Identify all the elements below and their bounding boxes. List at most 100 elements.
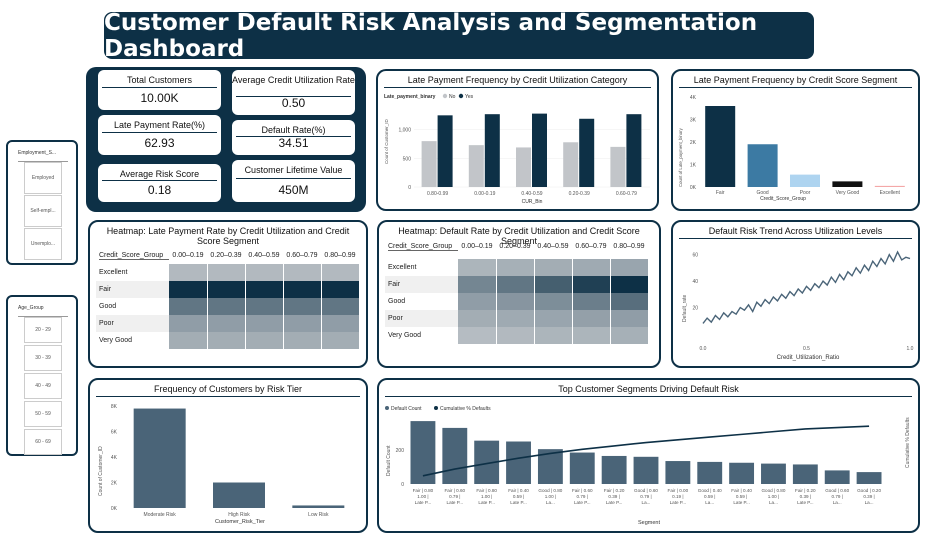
slicer-item-age-30-39[interactable]: 30 - 39 bbox=[24, 345, 62, 371]
x-tick-label-line: Late P... bbox=[574, 500, 591, 505]
heatmap-cell bbox=[610, 310, 649, 327]
x-tick-label: Fair | 0.60 0.79 | Late P... bbox=[444, 488, 465, 505]
slicer-item-unemployed[interactable]: Unemplo... bbox=[24, 228, 62, 260]
slicer-item-age-60-69[interactable]: 60 - 69 bbox=[24, 429, 62, 455]
x-tick-label-line: La... bbox=[705, 500, 714, 505]
default-rate-line bbox=[702, 250, 911, 324]
bar-fair bbox=[705, 106, 736, 187]
bar-no bbox=[563, 142, 579, 187]
x-tick-label-line: Late P... bbox=[447, 500, 464, 505]
chart-title: Late Payment Frequency by Credit Utiliza… bbox=[407, 75, 628, 85]
bar-no bbox=[610, 146, 626, 187]
heatmap-cell bbox=[496, 327, 535, 344]
heatmap-cell bbox=[458, 327, 497, 344]
x-tick-label-line: 1.00 | bbox=[417, 494, 428, 499]
x-tick-label-line: Fair | 0.40 bbox=[731, 488, 752, 493]
y-tick-label: 3K bbox=[690, 118, 697, 124]
y-tick-label: 60 bbox=[692, 253, 698, 259]
heatmap-cell bbox=[610, 259, 649, 276]
heatmap-row: Good bbox=[96, 298, 360, 315]
risk-tier-chart: 0K 2K 4K 6K 8K Count of Customer_ID Moderate R… bbox=[98, 404, 345, 525]
heatmap-cell bbox=[610, 276, 649, 293]
x-tick-label: Good | 0.60 0.79 | La... bbox=[634, 488, 658, 505]
x-tick-label: Poor bbox=[800, 190, 811, 196]
x-tick-label: Fair | 0.00 0.19 | Late P... bbox=[668, 488, 689, 505]
heatmap-cell bbox=[534, 276, 573, 293]
trend-card: Default Risk Trend Across Utilization Le… bbox=[671, 220, 920, 368]
x-tick-label-line: Fair | 0.80 bbox=[413, 488, 434, 493]
heatmap-cell bbox=[458, 310, 497, 327]
y-tick-label: 2K bbox=[111, 481, 118, 487]
kpi-avg-risk-score: Average Risk Score 0.18 bbox=[98, 164, 221, 202]
heatmap-row: Excellent bbox=[385, 259, 649, 276]
legend-label-default-count: Default Count bbox=[391, 406, 422, 412]
kpi-divider bbox=[236, 136, 351, 137]
slicer-item-self-employed[interactable]: Self-empl... bbox=[24, 195, 62, 227]
heatmap-cell bbox=[458, 259, 497, 276]
x-tick-label-line: 0.59 | bbox=[704, 494, 715, 499]
late-by-score-card: Late Payment Frequency by Credit Score S… bbox=[671, 69, 920, 211]
x-tick-label-line: Late P... bbox=[797, 500, 814, 505]
heatmap-cell bbox=[245, 281, 284, 298]
chart-title: Frequency of Customers by Risk Tier bbox=[153, 384, 303, 394]
x-tick-label: Moderate Risk bbox=[144, 512, 177, 518]
title-rule bbox=[96, 396, 360, 397]
heatmap-cell bbox=[245, 332, 284, 349]
x-tick-label-line: Fair | 0.60 bbox=[444, 488, 465, 493]
slicer-item-age-40-49[interactable]: 40 - 49 bbox=[24, 373, 62, 399]
bar-segment bbox=[729, 462, 755, 484]
employment-slicer[interactable]: Employment_S... Employed Self-empl... Un… bbox=[6, 140, 78, 265]
heatmap-cell bbox=[458, 276, 497, 293]
heatmap-row: Fair bbox=[385, 276, 649, 293]
x-tick-label: Fair | 0.20 0.39 | Late P... bbox=[795, 488, 816, 505]
y-tick-label: 200 bbox=[396, 448, 405, 454]
kpi-default-rate: Default Rate(%) 34.51 bbox=[232, 120, 355, 155]
x-tick-label-line: 0.39 | bbox=[800, 494, 811, 499]
kpi-total-customers: Total Customers 10.00K bbox=[98, 70, 221, 110]
x-tick-label-line: Good | 0.80 bbox=[761, 488, 785, 493]
slicer-item-employed[interactable]: Employed bbox=[24, 162, 62, 194]
kpi-late-payment-rate: Late Payment Rate(%) 62.93 bbox=[98, 115, 221, 155]
row-label: Good bbox=[99, 303, 117, 310]
kpi-divider bbox=[236, 178, 351, 179]
legend-swatch-no bbox=[442, 93, 448, 99]
heatmap-cell bbox=[534, 310, 573, 327]
heatmap-cell bbox=[572, 293, 611, 310]
x-tick-label: 0.0 bbox=[700, 346, 707, 352]
bar-yes bbox=[437, 115, 453, 187]
kpi-avg-credit-utilization: Average Credit Utilization Rate 0.50 bbox=[232, 70, 355, 115]
x-tick-label: Fair | 0.20 0.39 | Late P... bbox=[604, 488, 625, 505]
x-tick-label-line: 0.59 | bbox=[736, 494, 747, 499]
heatmap-default-card: Heatmap: Default Rate by Credit Utilizat… bbox=[377, 220, 661, 368]
heatmap-cell bbox=[496, 276, 535, 293]
heatmap-header-row: Credit_Score_Group 0.00–0.19 0.20–0.39 0.40… bbox=[388, 243, 648, 251]
employment-slicer-header: Employment_S... bbox=[18, 150, 57, 156]
cumulative-line bbox=[422, 425, 870, 477]
x-tick-label: 0.60-0.79 bbox=[616, 191, 637, 197]
bar-good bbox=[747, 144, 778, 187]
heatmap-cell bbox=[610, 293, 649, 310]
heatmap-row: Very Good bbox=[96, 332, 360, 349]
bar-very-good bbox=[832, 181, 863, 187]
bar-segment bbox=[665, 461, 691, 484]
kpi-divider bbox=[102, 87, 217, 88]
x-tick-label-line: Late P... bbox=[606, 500, 623, 505]
x-tick-label: Good | 0.60 0.79 | La... bbox=[825, 488, 849, 505]
x-axis-label: Credit_Score_Group bbox=[760, 196, 806, 202]
slicer-item-age-50-59[interactable]: 50 - 59 bbox=[24, 401, 62, 427]
heatmap-cell bbox=[283, 315, 322, 332]
y-axis-label: Count of Late_payment_binary bbox=[678, 127, 683, 187]
age-slicer[interactable]: Age_Group 20 - 29 30 - 39 40 - 49 50 - 5… bbox=[6, 295, 78, 456]
heatmap-cell bbox=[207, 281, 246, 298]
segments-card: Top Customer Segments Driving Default Ri… bbox=[377, 378, 920, 533]
y-tick-label: 0 bbox=[401, 482, 404, 488]
heatmap-cell bbox=[169, 332, 208, 349]
row-label: Excellent bbox=[99, 269, 128, 276]
kpi-value: 0.50 bbox=[281, 96, 306, 110]
row-label: Very Good bbox=[99, 337, 133, 344]
column-header: 0.00–0.19 bbox=[461, 243, 493, 250]
heatmap-cell bbox=[245, 315, 284, 332]
column-header: 0.20–0.39 bbox=[499, 243, 531, 250]
x-axis-label: Customer_Risk_Tier bbox=[215, 519, 265, 525]
slicer-item-age-20-29[interactable]: 20 - 29 bbox=[24, 317, 62, 343]
